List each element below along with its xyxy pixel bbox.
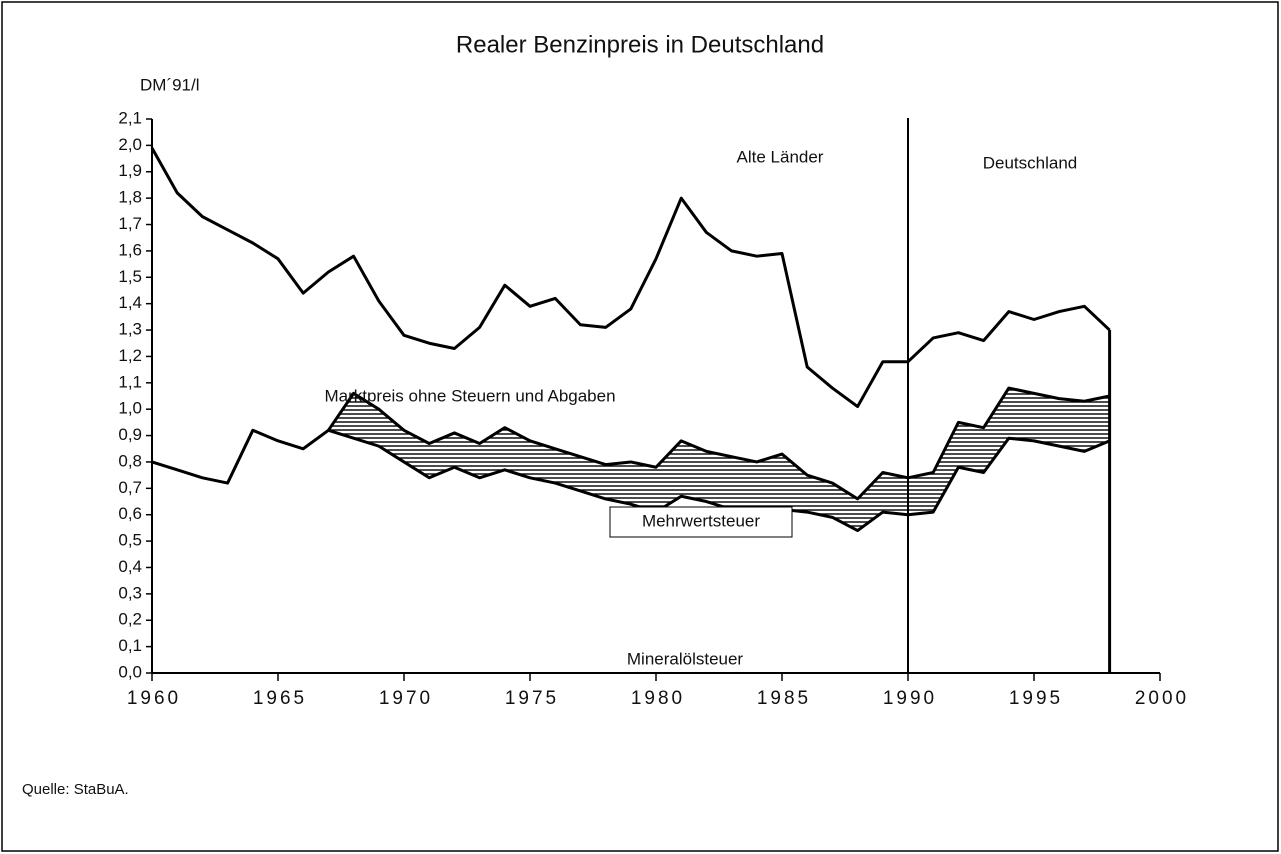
area-fill	[152, 388, 1110, 531]
x-tick-label: 1975	[505, 688, 559, 709]
y-axis-label: DM´91/l	[140, 75, 200, 94]
area-fill	[152, 430, 1110, 673]
y-tick-label: 0,5	[118, 531, 142, 550]
area-fill	[152, 148, 1110, 499]
y-tick-label: 1,4	[118, 293, 142, 312]
y-tick-label: 0,6	[118, 504, 142, 523]
y-tick-label: 0,9	[118, 425, 142, 444]
x-tick-label: 2000	[1135, 688, 1189, 709]
plot: 0,0 0,1 0,2 0,3 0,4 0,5 0,6 0,7 0,8 0,9 1,0 1,1 1,2 1…	[118, 108, 1189, 709]
source: Quelle: StaBuA.	[22, 781, 129, 798]
y-tick-label: 1,0	[118, 399, 142, 418]
x-tick-label: 1990	[883, 688, 937, 709]
x-tick-label: 1970	[379, 688, 433, 709]
y-tick-label: 0,2	[118, 610, 142, 629]
x-tick-label: 1965	[253, 688, 307, 709]
y-tick-label: 0,3	[118, 583, 142, 602]
y-tick-label: 1,1	[118, 372, 142, 391]
series-line	[150, 147, 1111, 409]
y-tick-label: 1,3	[118, 320, 142, 339]
series-line	[151, 428, 1111, 533]
y-tick-label: 0,8	[118, 451, 142, 470]
labels: Alte Länder Deutschland Marktpreis ohne …	[324, 147, 1077, 668]
x-tick-label: 1985	[757, 688, 811, 709]
y-tick-label: 1,6	[118, 240, 142, 259]
y-tick-label: 0,7	[118, 478, 142, 497]
x-tick-label: 1995	[1009, 688, 1063, 709]
label-box	[609, 506, 793, 538]
y-tick-label: 2,0	[118, 135, 142, 154]
series-label: Mineralölsteuer	[627, 649, 744, 668]
y-tick-label: 1,7	[118, 214, 142, 233]
y-tick-label: 2,1	[118, 108, 142, 127]
x-tick-label: 1960	[127, 688, 181, 709]
series-label: Marktpreis ohne Steuern und Abgaben	[324, 386, 615, 405]
series-label: Mehrwertsteuer	[642, 511, 760, 530]
y-tick-label: 1,5	[118, 267, 142, 286]
y-tick-label: 0,0	[118, 662, 142, 681]
y-tick-label: 1,9	[118, 161, 142, 180]
y-tick-label: 1,2	[118, 346, 142, 365]
region-label: Deutschland	[983, 153, 1078, 172]
chart-title: Realer Benzinpreis in Deutschland	[456, 31, 824, 58]
series-line	[327, 386, 1110, 501]
y-tick-label: 1,8	[118, 188, 142, 207]
y-tick-label: 0,4	[118, 557, 142, 576]
region-label: Alte Länder	[737, 147, 824, 166]
x-tick-label: 1980	[631, 688, 685, 709]
y-tick-label: 0,1	[118, 636, 142, 655]
